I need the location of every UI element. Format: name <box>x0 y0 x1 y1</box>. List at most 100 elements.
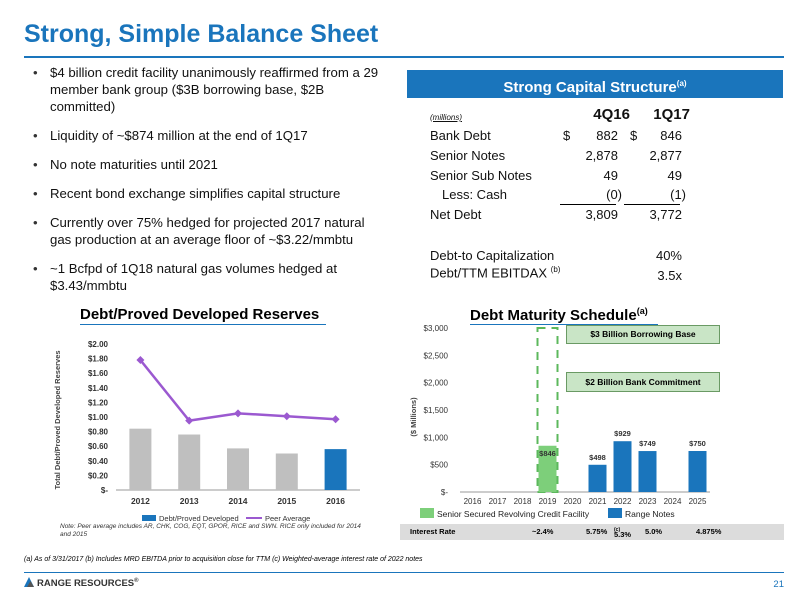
peer-average-point <box>185 416 194 425</box>
x-tick-label: 2024 <box>664 497 682 506</box>
legend-label-revolver: Senior Secured Revolving Credit Facility <box>437 509 590 519</box>
x-tick-label: 2014 <box>229 496 248 506</box>
bank-commitment-callout: $2 Billion Bank Commitment <box>566 372 720 392</box>
chart-title-maturity-text: Debt Maturity Schedule <box>470 307 637 324</box>
y-axis-label-group: Total Debt/Proved Developed Reserves <box>53 350 62 489</box>
legend-label-peer: Peer Average <box>265 514 310 523</box>
legend-label-debt: Debt/Proved Developed <box>159 514 239 523</box>
brand-name: RANGE RESOURCES <box>37 578 135 589</box>
bar-value-label: $498 <box>589 453 606 462</box>
revolver-bar <box>538 445 557 492</box>
cell-value: 49 <box>667 168 682 183</box>
cell-value: 49 <box>603 168 618 183</box>
row-label: Net Debt <box>430 207 482 222</box>
capital-structure-header: Strong Capital Structure(a) <box>407 70 783 98</box>
x-tick-label: 2013 <box>180 496 199 506</box>
reserves-chart: Total Debt/Proved Developed Reserves $- $… <box>53 340 360 523</box>
ratio-row: Debt/TTM EBITDAX (b) 3.5x <box>430 265 690 283</box>
interest-rate-label: Interest Rate <box>410 527 456 536</box>
ratio-row: Debt-to Capitalization 40% <box>430 248 690 266</box>
bullet-list: $4 billion credit facility unanimously r… <box>30 64 385 306</box>
x-tick-label: 2020 <box>564 497 582 506</box>
cell-value: 3,809 <box>585 207 618 222</box>
bar-group <box>129 428 347 490</box>
y-tick-label: $1.60 <box>88 369 109 378</box>
x-tick-label: 2019 <box>539 497 557 506</box>
y-tick-label: $500 <box>430 461 448 470</box>
cell-value: 2,878 <box>585 148 618 163</box>
table-row: Less: Cash (0) (1) <box>430 187 690 205</box>
y-tick-label: $2.00 <box>88 340 109 349</box>
ratio-label: Debt/TTM EBITDAX (b) <box>430 265 560 280</box>
y-tick-label: $0.60 <box>88 442 109 451</box>
bar <box>129 428 152 490</box>
peer-average-point <box>234 409 242 418</box>
peer-line-group <box>136 356 340 425</box>
cell-value: (0) <box>606 187 622 202</box>
y-tick-label: $- <box>441 488 448 497</box>
x-tick-group: 2016 2017 2018 2019 2020 2021 2022 2023 2024 2025 <box>464 497 707 506</box>
bullet-item: No note maturities until 2021 <box>30 156 385 173</box>
x-tick-label: 2012 <box>131 496 150 506</box>
ratio-label-text: Debt/TTM EBITDAX <box>430 265 548 281</box>
y-tick-group: $- $0.20 $0.40 $0.60 $0.80 $1.00 $1.20 $1.40 $1.… <box>88 340 109 495</box>
x-tick-label: 2025 <box>689 497 707 506</box>
logo-mark-icon <box>24 577 34 587</box>
y-tick-label: $1,000 <box>424 433 449 442</box>
y-tick-label: $2,500 <box>424 351 449 360</box>
page-title: Strong, Simple Balance Sheet <box>24 20 379 48</box>
notes-bar <box>613 441 632 492</box>
chart-legend: Debt/Proved Developed Peer Average <box>142 514 310 523</box>
subtotal-rule <box>560 204 616 205</box>
bar <box>324 449 347 490</box>
chart-title-maturity-sup: (a) <box>636 306 648 316</box>
bar-value-label: $846 <box>539 449 556 458</box>
bullet-item: Liquidity of ~$874 million at the end of… <box>30 127 385 144</box>
units-label: (millions) <box>430 113 462 122</box>
bar <box>178 434 201 490</box>
ratio-value: 40% <box>655 248 682 263</box>
y-tick-label: $3,000 <box>424 324 449 333</box>
y-axis-label: ($ Millions) <box>409 397 418 437</box>
bar <box>275 453 298 490</box>
chart-title-reserves: Debt/Proved Developed Reserves <box>80 306 320 323</box>
capital-structure-title: Strong Capital Structure <box>503 79 677 96</box>
x-tick-group: 2012 2013 2014 2015 2016 <box>131 496 345 506</box>
column-header-1q17: 1Q17 <box>653 106 690 123</box>
x-tick-label: 2021 <box>589 497 607 506</box>
x-tick-label: 2022 <box>614 497 632 506</box>
legend-swatch-debt <box>142 515 156 521</box>
y-tick-label: $1.20 <box>88 398 109 407</box>
interest-rate-value-text: 5.3% <box>614 530 632 539</box>
legend-swatch-notes <box>608 508 622 518</box>
subtotal-rule <box>624 204 680 205</box>
chart-title-underline <box>80 324 326 325</box>
bar-value-label: $750 <box>689 439 706 448</box>
ratio-label-sup: (b) <box>550 265 561 274</box>
legend-label-notes: Range Notes <box>625 509 675 519</box>
table-row: Net Debt 3,809 3,772 <box>430 207 690 225</box>
bullet-item: Recent bond exchange simplifies capital … <box>30 185 385 202</box>
interest-rate-value: 5.3% (c) <box>614 527 631 539</box>
bullet-item: Currently over 75% hedged for projected … <box>30 214 385 248</box>
bar <box>227 448 249 490</box>
capital-structure-title-sup: (a) <box>676 79 687 88</box>
borrowing-base-outline <box>536 327 559 493</box>
table-row: Senior Sub Notes 49 49 <box>430 168 690 186</box>
row-label: Bank Debt <box>430 128 491 143</box>
y-tick-label: $0.80 <box>88 428 109 437</box>
brand-mark: ® <box>134 577 139 584</box>
y-tick-group: $- $500 $1,000 $1,500 $2,000 $2,500 $3,000 <box>424 324 449 497</box>
table-row: Senior Notes 2,878 2,877 <box>430 148 690 166</box>
table-row: Bank Debt $ 882 $ 846 <box>430 128 690 146</box>
y-tick-label: $1.40 <box>88 384 109 393</box>
y-tick-label: $- <box>101 486 108 495</box>
x-tick-label: 2017 <box>489 497 507 506</box>
cell-value: 882 <box>596 128 618 143</box>
bar-value-label: $929 <box>614 429 631 438</box>
x-tick-label: 2018 <box>514 497 532 506</box>
chart-title-underline <box>470 324 658 325</box>
y-axis-label: Total Debt/Proved Developed Reserves <box>53 350 62 489</box>
bar-value-label: $749 <box>639 439 656 448</box>
chart-note: Note: Peer average includes AR, CHK, COG… <box>60 523 361 538</box>
